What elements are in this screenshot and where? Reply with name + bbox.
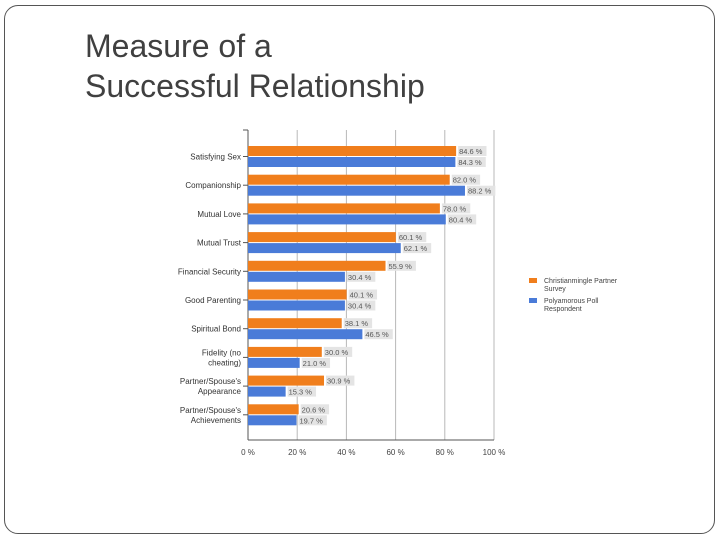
data-label: 88.2 % xyxy=(468,187,492,196)
data-label: 21.0 % xyxy=(303,359,327,368)
category-label: Mutual Trust xyxy=(197,239,242,248)
data-label-background xyxy=(346,271,376,282)
data-label: 38.1 % xyxy=(345,319,369,328)
data-label-background xyxy=(451,174,481,185)
x-tick-label: 20 % xyxy=(288,448,306,457)
bar-series2 xyxy=(248,415,297,426)
bar-series2 xyxy=(248,243,401,254)
category-label: Mutual Love xyxy=(197,210,241,219)
category-label: Partner/Spouse's Appearance xyxy=(180,377,242,396)
data-label-background xyxy=(387,260,416,271)
bar-series1 xyxy=(248,203,440,214)
data-label: 55.9 % xyxy=(389,262,413,271)
data-label-background xyxy=(348,289,378,300)
bar-series1 xyxy=(248,146,457,156)
bar-series1 xyxy=(248,289,347,300)
data-label: 84.6 % xyxy=(459,147,483,156)
category-label: Good Parenting xyxy=(185,296,241,305)
data-label-background xyxy=(326,375,355,386)
bar-series2 xyxy=(248,300,345,311)
category-label: Fidelity (no cheating) xyxy=(202,348,242,367)
slide-frame: Measure of a Successful Relationship xyxy=(4,5,715,534)
data-label: 20.6 % xyxy=(302,405,326,414)
data-label-background xyxy=(364,329,393,340)
data-label: 40.1 % xyxy=(350,291,374,300)
legend-swatch xyxy=(529,298,537,303)
bar-series2 xyxy=(248,271,345,282)
data-label: 30.4 % xyxy=(348,273,372,282)
bar-series2 xyxy=(248,357,300,368)
data-label: 30.0 % xyxy=(325,348,349,357)
x-tick-label: 60 % xyxy=(386,448,404,457)
category-label: Satisfying Sex xyxy=(190,153,241,162)
x-tick-label: 40 % xyxy=(337,448,355,457)
x-tick-label: 0 % xyxy=(241,448,255,457)
legend-label: Christianmingle Partner Survey xyxy=(544,278,618,293)
data-label-background xyxy=(458,146,487,156)
slide-title: Measure of a Successful Relationship xyxy=(85,28,425,104)
data-label: 30.4 % xyxy=(348,302,372,311)
data-label-background xyxy=(457,157,486,167)
legend-swatch xyxy=(529,278,537,283)
data-label-background xyxy=(323,346,353,357)
category-label: Financial Security xyxy=(178,267,241,276)
data-label-background xyxy=(298,415,327,426)
data-label-background xyxy=(441,203,471,214)
data-label: 80.4 % xyxy=(449,215,473,224)
data-label-background xyxy=(397,232,427,243)
bar-series1 xyxy=(248,174,450,185)
bar-series2 xyxy=(248,329,363,340)
data-label-background xyxy=(287,386,317,397)
data-label: 62.1 % xyxy=(404,244,428,253)
bar-series1 xyxy=(248,375,325,386)
legend-label: Polyamorous Poll Respondent xyxy=(544,298,599,313)
bar-series2 xyxy=(248,157,456,167)
data-label: 84.3 % xyxy=(458,158,482,167)
data-label: 30.9 % xyxy=(327,377,351,386)
x-tick-label: 100 % xyxy=(483,448,506,457)
bar-series2 xyxy=(248,185,465,196)
category-label: Spiritual Bond xyxy=(191,325,241,334)
bar-series1 xyxy=(248,318,342,329)
data-label-background xyxy=(466,185,496,196)
data-label-background xyxy=(343,318,373,329)
data-label: 60.1 % xyxy=(399,233,423,242)
data-label-background xyxy=(300,404,330,415)
bar-series2 xyxy=(248,214,446,225)
x-tick-label: 80 % xyxy=(436,448,454,457)
data-label: 46.5 % xyxy=(365,330,389,339)
data-label-background xyxy=(346,300,376,311)
data-label: 15.3 % xyxy=(289,388,313,397)
bar-series1 xyxy=(248,260,386,271)
data-label: 78.0 % xyxy=(443,204,467,213)
bar-series1 xyxy=(248,346,322,357)
bar-series2 xyxy=(248,386,286,397)
data-label: 82.0 % xyxy=(453,176,477,185)
category-label: Partner/Spouse's Achievements xyxy=(180,406,241,425)
data-label-background xyxy=(402,243,432,254)
data-label-background xyxy=(447,214,477,225)
category-label: Companionship xyxy=(185,181,241,190)
data-label: 19.7 % xyxy=(299,416,323,425)
data-label-background xyxy=(301,357,331,368)
bar-series1 xyxy=(248,404,299,415)
bar-series1 xyxy=(248,232,396,243)
